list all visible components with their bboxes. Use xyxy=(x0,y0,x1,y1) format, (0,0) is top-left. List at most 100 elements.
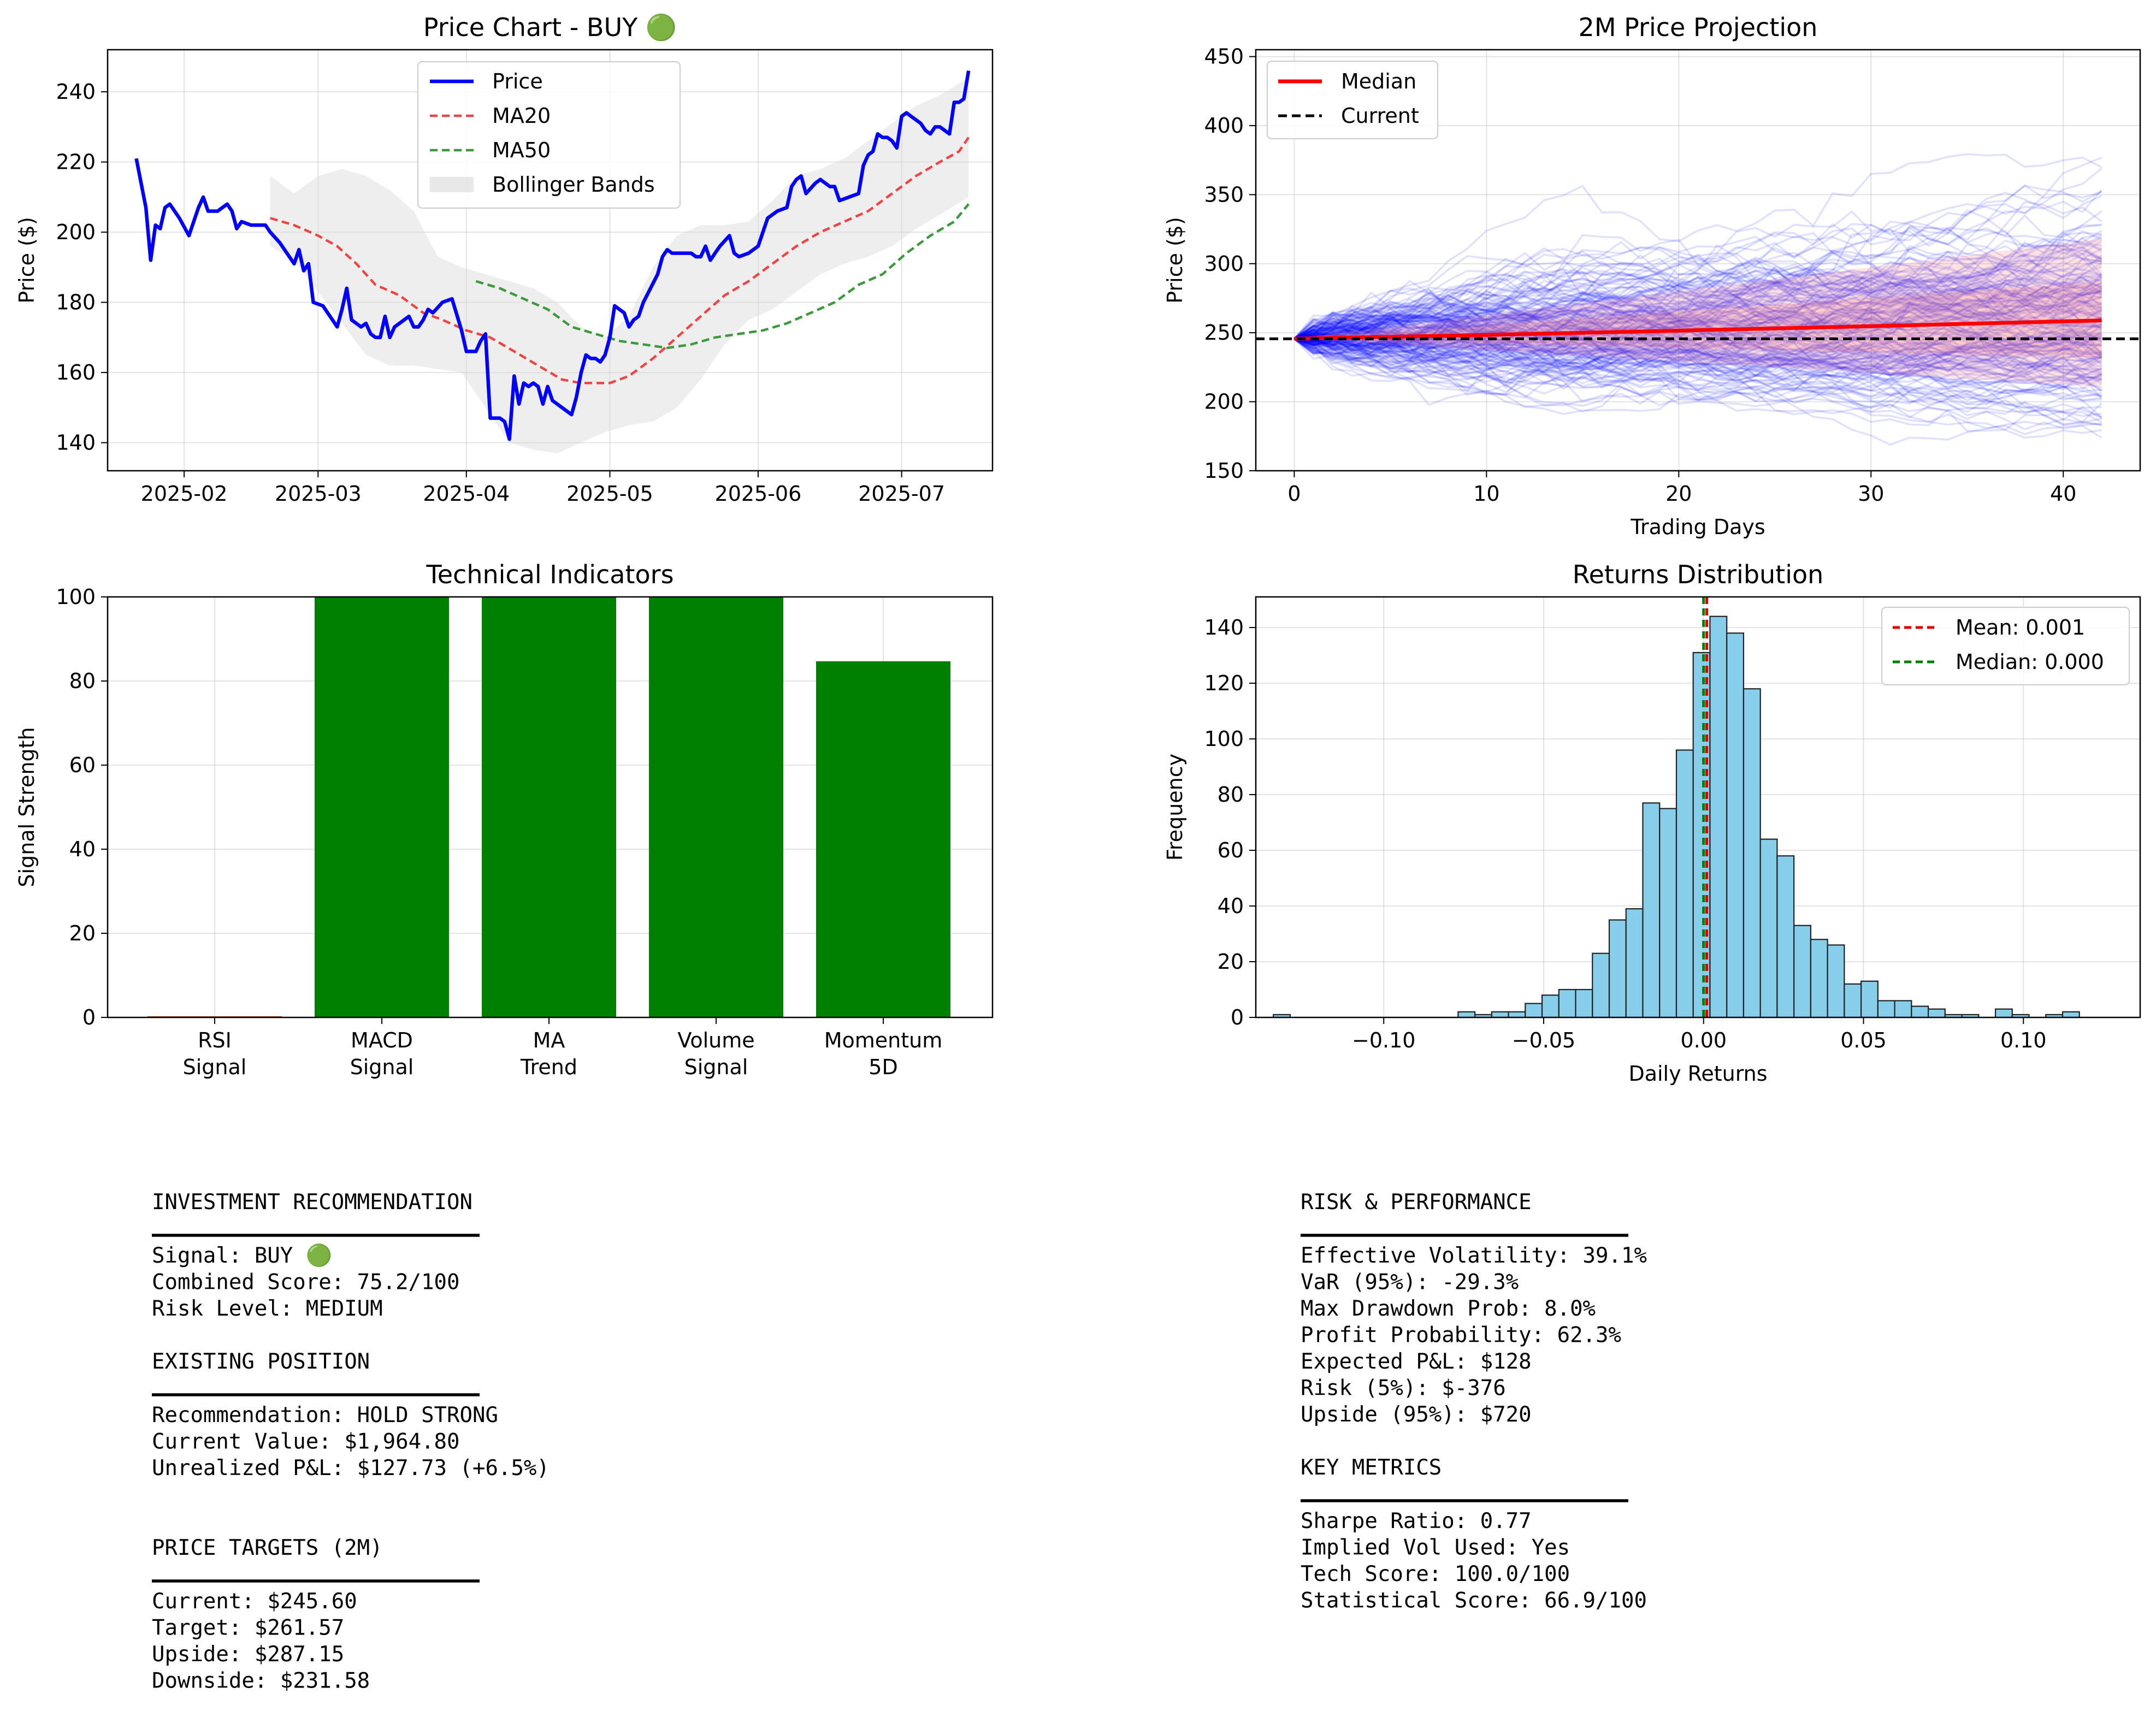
simulated-path xyxy=(1293,283,2102,361)
y-tick-label: 160 xyxy=(56,360,96,384)
simulated-path xyxy=(1293,262,2102,364)
price-projection-panel: 0 10 20 30 40 150 200 250 300 350 400 450 2M Price P… xyxy=(1163,13,2141,539)
section-line: Signal: BUY 🟢 xyxy=(152,1243,332,1268)
y-tick-label: 60 xyxy=(69,753,96,777)
y-tick-label: 40 xyxy=(69,837,96,861)
simulated-path xyxy=(1294,284,2102,343)
x-tick-label: 2025-07 xyxy=(858,482,945,506)
simulated-path xyxy=(1293,327,2102,398)
histogram-bar xyxy=(1558,988,1576,1019)
simulated-path xyxy=(1293,232,2102,359)
simulated-path xyxy=(1294,318,2102,391)
simulated-path xyxy=(1293,325,2102,418)
x-tick-label: 0.05 xyxy=(1840,1028,1887,1052)
histogram-bar xyxy=(1860,980,1879,1019)
histogram-bar xyxy=(1541,994,1560,1019)
histogram-bar xyxy=(1659,808,1677,1019)
simulated-path xyxy=(1294,251,2102,372)
y-tick-label: 240 xyxy=(56,80,96,104)
histogram-bar xyxy=(1759,838,1778,1019)
section-line: Upside: $287.15 xyxy=(152,1642,344,1667)
histogram-bar xyxy=(1844,983,1862,1019)
section-line: Recommendation: HOLD STRONG xyxy=(152,1403,498,1428)
section-heading: KEY METRICS xyxy=(1301,1455,1442,1480)
simulated-path xyxy=(1293,265,2102,340)
y-tick-label: 450 xyxy=(1204,45,1244,69)
simulated-path xyxy=(1293,228,2102,340)
indicator-bar xyxy=(315,597,449,1017)
y-axis-label: Frequency xyxy=(1163,754,1187,861)
simulated-path xyxy=(1293,305,2102,358)
y-axis-label: Price ($) xyxy=(1163,217,1187,304)
simulated-path xyxy=(1293,288,2102,380)
simulated-path xyxy=(1293,238,2102,371)
simulated-path xyxy=(1293,330,2102,375)
simulated-path xyxy=(1294,247,2102,340)
simulated-path xyxy=(1293,281,2102,357)
simulated-path xyxy=(1294,337,2102,407)
indicator-bar xyxy=(482,597,616,1017)
histogram-bar xyxy=(1911,1005,1929,1019)
legend-swatch xyxy=(430,177,474,192)
simulated-path xyxy=(1293,270,2102,340)
simulated-path xyxy=(1293,257,2102,340)
simulated-path xyxy=(1293,336,2102,402)
legend-label: Median: 0.000 xyxy=(1956,650,2104,674)
simulated-path xyxy=(1294,214,2102,340)
indicator-bar xyxy=(816,661,950,1017)
simulated-path xyxy=(1293,295,2102,349)
risk-metrics-text-panel: RISK & PERFORMANCE Effective Volatility: … xyxy=(1301,1190,1647,1613)
simulated-path xyxy=(1294,291,2102,393)
section-line: Target: $261.57 xyxy=(152,1616,344,1641)
simulated-path xyxy=(1294,303,2102,366)
histogram-bar xyxy=(1793,925,1812,1019)
simulated-path xyxy=(1294,251,2102,355)
x-tick-label: 2025-02 xyxy=(141,482,228,506)
section-line: Risk Level: MEDIUM xyxy=(152,1296,383,1321)
histogram-bar xyxy=(1525,1003,1543,1019)
histogram-bar xyxy=(1575,988,1593,1019)
simulated-path xyxy=(1294,261,2102,346)
histogram-bar xyxy=(1692,652,1711,1019)
histogram-bar xyxy=(1675,749,1694,1019)
simulated-path xyxy=(1294,336,2102,419)
legend-label: MA20 xyxy=(492,104,551,128)
simulated-path xyxy=(1293,312,2102,359)
histogram-bar xyxy=(2062,1011,2080,1019)
axes-frame xyxy=(107,596,994,1019)
legend: Mean: 0.001 Median: 0.000 xyxy=(1881,607,2130,685)
simulated-path xyxy=(1294,273,2102,377)
simulated-path xyxy=(1293,248,2102,362)
simulated-path xyxy=(1294,322,2102,376)
simulated-path xyxy=(1293,303,2102,369)
histogram-bar xyxy=(1810,939,1828,1019)
simulated-path xyxy=(1293,252,2102,349)
y-tick-label: 20 xyxy=(1218,950,1244,974)
axes-frame xyxy=(1255,49,2141,472)
simulated-path xyxy=(1294,310,2102,365)
histogram-bar xyxy=(1642,802,1661,1019)
x-tick-label: −0.05 xyxy=(1512,1028,1575,1052)
y-tick-label: 350 xyxy=(1204,182,1244,206)
simulated-path xyxy=(1293,153,2102,340)
simulated-path xyxy=(1293,337,2102,423)
section-heading: PRICE TARGETS (2M) xyxy=(152,1536,383,1560)
y-tick-label: 200 xyxy=(1204,390,1244,414)
simulated-path xyxy=(1294,304,2102,365)
x-tick-label: 2025-06 xyxy=(715,482,802,506)
simulated-path xyxy=(1293,322,2102,376)
simulated-path xyxy=(1293,272,2102,343)
simulated-path xyxy=(1293,318,2102,405)
simulated-path xyxy=(1293,285,2102,372)
simulated-path xyxy=(1294,251,2102,340)
simulated-path xyxy=(1293,231,2102,350)
x-tick-label: 2025-04 xyxy=(423,482,510,506)
x-tick-label: Trend xyxy=(520,1055,577,1079)
legend-label: Bollinger Bands xyxy=(492,173,655,197)
x-tick-label: 10 xyxy=(1473,482,1499,506)
simulated-path xyxy=(1293,337,2102,446)
x-tick-label: Volume xyxy=(677,1028,754,1052)
y-tick-label: 40 xyxy=(1218,894,1244,918)
simulated-path xyxy=(1294,240,2102,347)
